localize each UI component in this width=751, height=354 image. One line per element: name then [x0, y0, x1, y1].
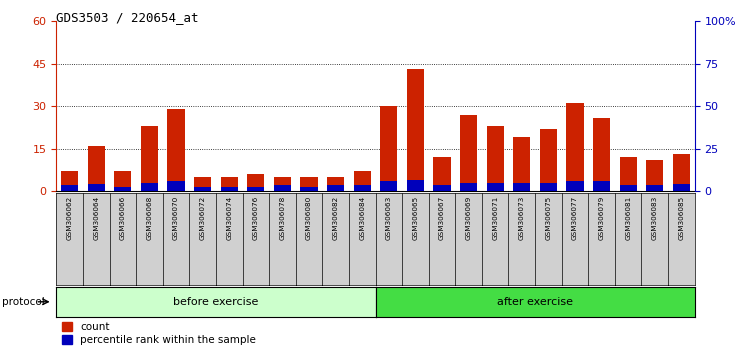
Text: GSM306083: GSM306083 [652, 196, 658, 240]
Bar [61, 171, 78, 191]
Bar [540, 183, 557, 191]
Bar [380, 106, 397, 191]
Text: GSM306065: GSM306065 [412, 196, 418, 240]
Bar [513, 137, 530, 191]
Bar [407, 69, 424, 191]
Text: GSM306081: GSM306081 [625, 196, 631, 240]
Text: GSM306071: GSM306071 [492, 196, 498, 240]
Bar [460, 183, 477, 191]
Bar [487, 126, 504, 191]
Text: GSM306080: GSM306080 [306, 196, 312, 240]
Bar [274, 185, 291, 191]
Text: GSM306078: GSM306078 [279, 196, 285, 240]
Text: GSM306084: GSM306084 [359, 196, 365, 240]
Bar [247, 174, 264, 191]
Text: GSM306066: GSM306066 [120, 196, 126, 240]
Bar [646, 160, 663, 191]
Bar [673, 154, 690, 191]
Bar [566, 103, 584, 191]
Text: GSM306074: GSM306074 [226, 196, 232, 240]
Text: GSM306063: GSM306063 [386, 196, 392, 240]
Bar [61, 185, 78, 191]
Bar [221, 187, 238, 191]
Bar [88, 184, 105, 191]
Bar [194, 187, 211, 191]
Bar [167, 181, 185, 191]
Bar [300, 177, 318, 191]
Bar [593, 118, 611, 191]
Bar [433, 185, 451, 191]
Bar [327, 177, 344, 191]
Bar [140, 183, 158, 191]
Text: GSM306075: GSM306075 [545, 196, 551, 240]
Text: GDS3503 / 220654_at: GDS3503 / 220654_at [56, 11, 199, 24]
Text: GSM306072: GSM306072 [200, 196, 206, 240]
Bar [167, 109, 185, 191]
Text: GSM306064: GSM306064 [93, 196, 99, 240]
Text: GSM306067: GSM306067 [439, 196, 445, 240]
Bar [354, 171, 371, 191]
Bar [487, 183, 504, 191]
Bar [566, 181, 584, 191]
Bar [354, 185, 371, 191]
Bar [433, 157, 451, 191]
Bar [300, 187, 318, 191]
Bar [114, 171, 131, 191]
Bar [673, 184, 690, 191]
Bar [407, 180, 424, 191]
Bar [221, 177, 238, 191]
Text: GSM306082: GSM306082 [333, 196, 339, 240]
Bar [194, 177, 211, 191]
Bar [88, 146, 105, 191]
Bar [114, 187, 131, 191]
Bar [620, 185, 637, 191]
Bar [460, 115, 477, 191]
Legend: count, percentile rank within the sample: count, percentile rank within the sample [62, 322, 256, 345]
Bar [513, 183, 530, 191]
Text: GSM306068: GSM306068 [146, 196, 152, 240]
Bar [327, 185, 344, 191]
Text: GSM306085: GSM306085 [678, 196, 684, 240]
Bar [540, 129, 557, 191]
Bar [274, 177, 291, 191]
Bar [247, 187, 264, 191]
Bar [593, 181, 611, 191]
Text: before exercise: before exercise [173, 297, 258, 307]
Bar [380, 181, 397, 191]
Bar [140, 126, 158, 191]
Text: after exercise: after exercise [497, 297, 573, 307]
Bar [646, 185, 663, 191]
Text: GSM306079: GSM306079 [599, 196, 605, 240]
Text: GSM306073: GSM306073 [519, 196, 525, 240]
Text: GSM306070: GSM306070 [173, 196, 179, 240]
Bar [620, 157, 637, 191]
Text: GSM306062: GSM306062 [67, 196, 73, 240]
Text: GSM306076: GSM306076 [253, 196, 259, 240]
Text: GSM306077: GSM306077 [572, 196, 578, 240]
Text: GSM306069: GSM306069 [466, 196, 472, 240]
Text: protocol: protocol [2, 297, 44, 307]
